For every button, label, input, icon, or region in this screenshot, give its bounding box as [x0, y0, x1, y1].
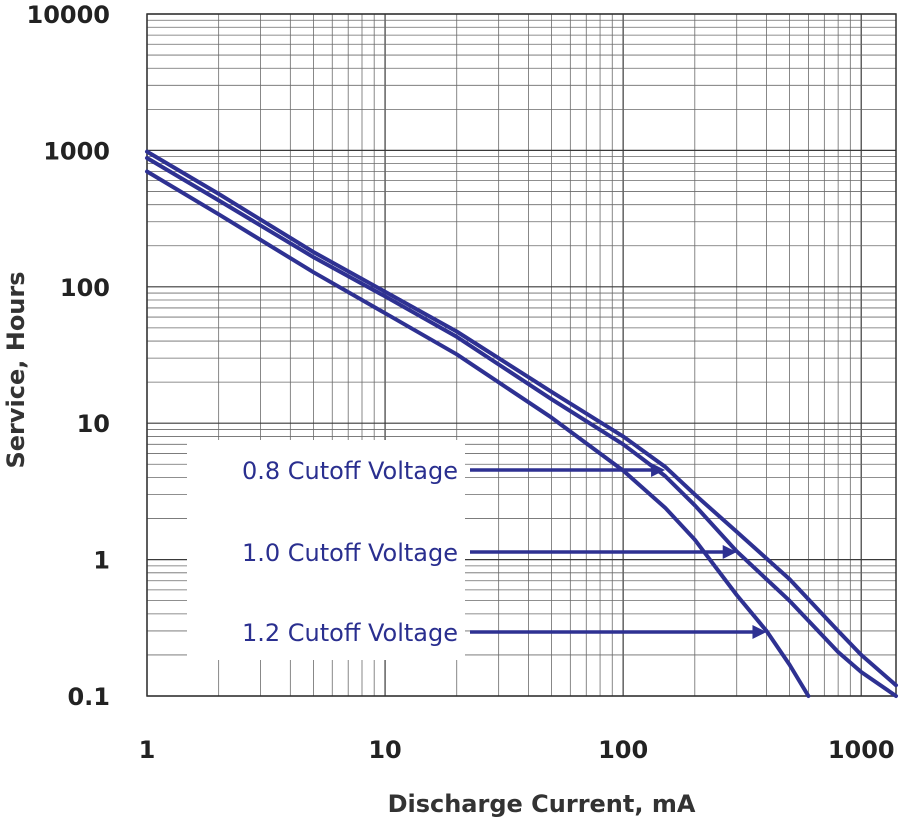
y-tick-label: 100 — [60, 274, 110, 302]
series-label-box: 0.8 Cutoff Voltage 1.0 Cutoff Voltage 1.2 … — [187, 440, 767, 660]
series-label-1: 0.8 Cutoff Voltage — [242, 457, 458, 485]
label-box-background — [187, 440, 465, 660]
series-line-2 — [145, 156, 898, 698]
y-tick-label: 10000 — [27, 1, 111, 29]
y-tick-label: 0.1 — [67, 683, 110, 711]
x-tick-label: 1 — [139, 736, 156, 764]
series-arrow-head-1 — [651, 463, 666, 477]
x-tick-label: 1000 — [828, 736, 895, 764]
x-axis-ticks: 1 10 100 1000 — [139, 736, 895, 764]
y-axis-ticks: 0.1 1 10 100 1000 10000 — [27, 1, 111, 711]
x-tick-label: 10 — [368, 736, 401, 764]
x-tick-label: 100 — [598, 736, 648, 764]
y-tick-label: 10 — [77, 410, 110, 438]
series-arrow-head-3 — [752, 625, 767, 639]
series-line-1 — [145, 149, 898, 688]
series-arrow-head-2 — [722, 545, 737, 559]
y-tick-label: 1 — [93, 547, 110, 575]
grid-lines — [146, 13, 896, 697]
x-axis-title: Discharge Current, mA — [388, 790, 696, 818]
series-label-2: 1.0 Cutoff Voltage — [242, 539, 458, 567]
series-label-3: 1.2 Cutoff Voltage — [242, 619, 458, 647]
y-axis-title: Service, Hours — [2, 271, 30, 468]
plot-frame — [146, 13, 897, 697]
y-tick-label: 1000 — [43, 137, 110, 165]
